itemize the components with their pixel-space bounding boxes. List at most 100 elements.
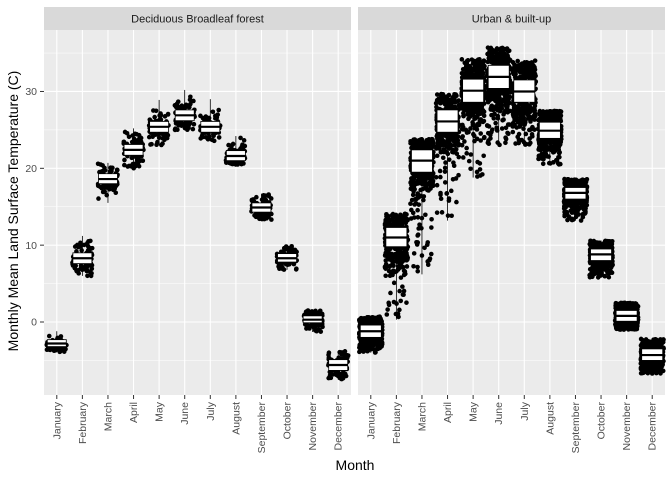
data-point xyxy=(489,96,494,102)
data-point xyxy=(280,264,285,270)
data-point xyxy=(290,249,296,255)
data-point xyxy=(537,144,542,150)
data-point xyxy=(342,349,348,354)
data-point xyxy=(519,101,525,107)
data-point xyxy=(570,178,576,184)
data-point xyxy=(482,63,487,69)
data-point xyxy=(152,114,157,120)
data-point xyxy=(383,250,389,256)
data-point xyxy=(480,172,485,177)
data-point xyxy=(153,108,159,114)
data-point xyxy=(269,211,274,217)
data-point xyxy=(433,100,439,106)
data-point xyxy=(552,146,557,152)
data-point xyxy=(229,146,234,151)
data-point xyxy=(415,268,421,274)
data-point xyxy=(520,113,525,119)
data-point xyxy=(493,120,498,126)
data-point xyxy=(514,125,520,130)
data-point xyxy=(363,343,368,348)
data-point xyxy=(391,280,397,286)
data-point xyxy=(523,142,528,147)
data-point xyxy=(462,139,467,144)
data-point xyxy=(228,161,233,166)
data-point xyxy=(291,261,297,267)
data-point xyxy=(426,136,432,142)
data-point xyxy=(467,107,473,113)
data-point xyxy=(311,311,316,316)
data-point xyxy=(438,190,443,196)
data-point xyxy=(419,225,424,231)
data-point xyxy=(89,270,94,276)
data-point xyxy=(563,205,568,210)
data-point xyxy=(434,92,440,97)
data-point xyxy=(430,138,435,144)
data-point xyxy=(411,251,417,256)
data-point xyxy=(413,181,418,187)
data-point xyxy=(523,131,529,137)
data-point xyxy=(365,347,371,353)
data-point xyxy=(442,180,448,185)
data-point xyxy=(385,217,390,222)
data-point xyxy=(216,135,222,140)
data-point xyxy=(452,95,457,100)
data-point xyxy=(341,355,347,361)
box-november xyxy=(302,309,323,332)
data-point xyxy=(434,210,440,215)
data-point xyxy=(475,174,480,179)
data-point xyxy=(414,141,420,147)
data-point xyxy=(506,131,511,137)
data-point xyxy=(481,113,487,119)
data-point xyxy=(113,190,119,196)
data-point xyxy=(442,169,448,174)
data-point xyxy=(358,343,364,348)
data-point xyxy=(510,68,516,74)
data-point xyxy=(568,208,574,214)
data-point xyxy=(454,199,459,205)
data-point xyxy=(491,56,497,62)
data-point xyxy=(405,257,410,262)
box-february xyxy=(72,235,93,276)
data-point xyxy=(451,160,456,165)
data-point xyxy=(488,136,493,141)
data-point xyxy=(494,125,499,131)
data-point xyxy=(513,63,518,69)
data-point xyxy=(505,109,510,115)
data-point xyxy=(468,166,473,172)
box-may xyxy=(149,99,170,146)
data-point xyxy=(46,333,52,339)
data-point xyxy=(433,174,439,180)
data-point xyxy=(429,225,434,230)
data-point xyxy=(417,222,422,227)
data-point xyxy=(438,91,444,97)
data-point xyxy=(461,110,466,116)
data-point xyxy=(438,196,444,201)
data-point xyxy=(544,113,550,118)
data-point xyxy=(345,353,351,358)
data-point xyxy=(398,298,404,304)
data-point xyxy=(162,137,167,143)
data-point xyxy=(384,211,389,217)
data-point xyxy=(499,126,505,131)
data-point xyxy=(500,118,505,123)
data-point xyxy=(427,176,432,181)
data-point xyxy=(480,108,485,113)
data-point xyxy=(98,162,103,167)
data-point xyxy=(558,113,564,118)
data-point xyxy=(582,211,588,216)
data-point xyxy=(565,217,570,223)
data-point xyxy=(555,115,560,121)
data-point xyxy=(388,246,393,252)
data-point xyxy=(473,108,479,114)
data-point xyxy=(254,213,260,218)
data-point xyxy=(411,264,416,269)
data-point xyxy=(304,326,309,331)
data-point xyxy=(179,123,184,128)
panel-background xyxy=(44,30,351,395)
data-point xyxy=(575,208,581,213)
data-point xyxy=(445,213,451,218)
data-point xyxy=(443,160,448,165)
data-point xyxy=(140,158,146,163)
data-point xyxy=(266,193,272,199)
data-point xyxy=(149,141,154,147)
